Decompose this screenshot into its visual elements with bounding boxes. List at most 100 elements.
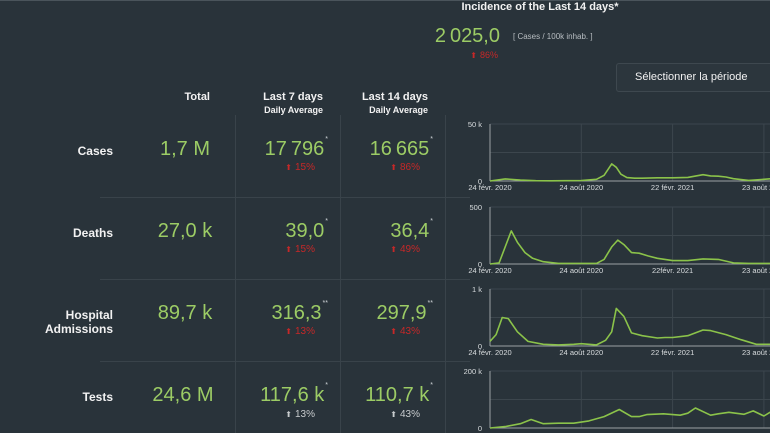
footnote-mark: **: [428, 300, 433, 307]
footnote-mark: *: [430, 218, 433, 225]
cases-last7-change: ⬆ 15%: [285, 162, 315, 173]
cases-last14: 16 665*: [370, 138, 433, 161]
x-tick-label: 23 août 2021: [742, 266, 770, 275]
up-arrow-icon: ⬆: [390, 327, 397, 336]
header-total-label: Total: [160, 91, 210, 103]
deaths-last7-value: 39,0: [285, 220, 324, 242]
series-line: [490, 308, 770, 345]
incidence-unit: [ Cases / 100k inhab. ]: [513, 32, 593, 41]
deaths-last7-change-value: 15%: [295, 244, 315, 255]
deaths-total: 27,0 k: [135, 220, 235, 243]
up-arrow-icon: ⬆: [285, 410, 292, 419]
footnote-mark: *: [325, 218, 328, 225]
x-tick-label: 22 févr. 2021: [651, 348, 694, 357]
x-tick-label: 24 févr. 2020: [468, 266, 511, 275]
footnote-mark: *: [325, 382, 328, 389]
footnote-mark: *: [325, 136, 328, 143]
header-last14-label: Last 14 days: [325, 91, 428, 103]
cases-total: 1,7 M: [135, 138, 235, 161]
row-divider: [100, 361, 470, 362]
y-tick-label: 1 k: [472, 285, 482, 294]
deaths-last14-change-value: 49%: [400, 244, 420, 255]
tests-chart-svg: 0 200 k: [440, 361, 770, 433]
tests-last7-value: 117,6 k: [260, 384, 324, 406]
cases-chart-svg: 0 50 k 24 févr. 2020 24 août 2020 22 févr. 2…: [440, 114, 770, 194]
y-tick-label: 50 k: [468, 120, 482, 129]
series-line: [490, 164, 770, 181]
row-divider: [100, 279, 470, 280]
up-arrow-icon: ⬆: [390, 410, 397, 419]
deaths-last7: 39,0*: [285, 220, 328, 243]
tests-last14-change: ⬆ 43%: [390, 409, 420, 420]
x-tick-label: 24 août 2020: [559, 348, 603, 357]
column-divider: [235, 115, 236, 433]
top-border: [0, 0, 770, 1]
x-tick-label: 24 août 2020: [559, 266, 603, 275]
y-tick-label: 200 k: [464, 367, 483, 376]
tests-last7-change: ⬆ 13%: [285, 409, 315, 420]
row-label-tests: Tests: [0, 390, 113, 404]
tests-total: 24,6 M: [133, 384, 233, 407]
deaths-last7-change: ⬆ 15%: [285, 244, 315, 255]
row-divider: [100, 197, 470, 198]
y-tick-label: 0: [478, 424, 482, 433]
up-arrow-icon: ⬆: [390, 163, 397, 172]
up-arrow-icon: ⬆: [285, 327, 292, 336]
x-tick-label: 22févr. 2021: [652, 266, 693, 275]
header-last7-label: Last 7 days: [220, 91, 323, 103]
hospital-last7-change: ⬆ 13%: [285, 326, 315, 337]
header-last7: Last 7 days Daily Average: [220, 91, 323, 115]
cases-last14-value: 16 665: [370, 138, 430, 160]
cases-chart[interactable]: 0 50 k 24 févr. 2020 24 août 2020 22 févr. 2…: [440, 114, 770, 194]
header-total: Total: [160, 91, 210, 103]
hospital-last7-change-value: 13%: [295, 326, 315, 337]
x-tick-label: 23 août 2021: [742, 183, 770, 192]
hospital-last7: 316,3**: [271, 302, 328, 325]
hospital-chart-svg: 0 1 k 24 févr. 2020 24 août 2020 22 févr. 20…: [440, 279, 770, 361]
x-tick-label: 24 févr. 2020: [468, 348, 511, 357]
tests-last14: 110,7 k*: [365, 384, 433, 407]
deaths-chart-svg: 0 500 24 févr. 2020 24 août 2020 22févr. 202…: [440, 197, 770, 279]
deaths-last14: 36,4*: [390, 220, 433, 243]
up-arrow-icon: ⬆: [285, 163, 292, 172]
incidence-value: 2 025,0: [420, 25, 500, 48]
tests-chart[interactable]: 0 200 k: [440, 361, 770, 433]
header-last14: Last 14 days Daily Average: [325, 91, 428, 115]
select-period-button[interactable]: Sélectionner la période: [616, 63, 770, 92]
deaths-last14-change: ⬆ 49%: [390, 244, 420, 255]
footnote-mark: *: [430, 382, 433, 389]
hospital-last14-change: ⬆ 43%: [390, 326, 420, 337]
hospital-chart[interactable]: 0 1 k 24 févr. 2020 24 août 2020 22 févr. 20…: [440, 279, 770, 361]
x-tick-label: 24 août 2020: [559, 183, 603, 192]
x-tick-label: 22 févr. 2021: [651, 183, 694, 192]
tests-last7-change-value: 13%: [295, 409, 315, 420]
cases-last7: 17 796*: [265, 138, 328, 161]
row-label-hospital-admissions: Hospital Admissions: [0, 308, 113, 336]
header-last7-sub: Daily Average: [220, 105, 323, 115]
y-tick-label: 500: [469, 203, 482, 212]
cases-last7-change-value: 15%: [295, 162, 315, 173]
column-divider: [340, 115, 341, 433]
incidence-change-value: 86%: [480, 50, 498, 60]
cases-last7-value: 17 796: [265, 138, 325, 160]
footnote-mark: *: [430, 136, 433, 143]
cases-last14-change: ⬆ 86%: [390, 162, 420, 173]
tests-last14-change-value: 43%: [400, 409, 420, 420]
up-arrow-icon: ⬆: [285, 245, 292, 254]
row-label-cases: Cases: [0, 144, 113, 158]
deaths-last14-value: 36,4: [390, 220, 429, 242]
up-arrow-icon: ⬆: [390, 245, 397, 254]
hospital-total: 89,7 k: [135, 302, 235, 325]
series-line: [490, 408, 770, 428]
x-tick-label: 23 août 2021: [742, 348, 770, 357]
hospital-last7-value: 316,3: [271, 302, 321, 324]
deaths-chart[interactable]: 0 500 24 févr. 2020 24 août 2020 22févr. 202…: [440, 197, 770, 279]
row-label-deaths: Deaths: [0, 226, 113, 240]
tests-last14-value: 110,7 k: [365, 384, 429, 406]
header-last14-sub: Daily Average: [325, 105, 428, 115]
hospital-last14-change-value: 43%: [400, 326, 420, 337]
up-arrow-icon: ⬆: [470, 51, 477, 60]
x-tick-label: 24 févr. 2020: [468, 183, 511, 192]
footnote-mark: **: [323, 300, 328, 307]
cases-last14-change-value: 86%: [400, 162, 420, 173]
